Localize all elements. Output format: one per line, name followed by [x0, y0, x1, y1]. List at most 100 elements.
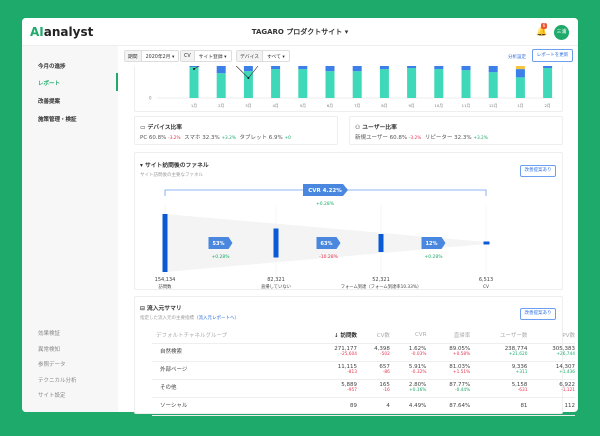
bar-segment-green[interactable]: [407, 68, 417, 98]
x-tick-label: 8月: [381, 103, 387, 108]
sidebar: 今月の進捗 レポート 改善提案 施策管理・検証 効果検証 異常検知 参照データ …: [22, 46, 118, 412]
logo[interactable]: AIanalyst: [30, 25, 94, 39]
sidebar-item-progress[interactable]: 今月の進捗: [38, 64, 66, 70]
cv-select[interactable]: CV サイト登録 ▾: [180, 50, 232, 62]
conversion-rate-delta: +0.28%: [211, 254, 230, 260]
table-row[interactable]: 外部ページ 11,115 -813 657 -86 5.91% -0.32% 81.03% +1…: [152, 361, 575, 380]
funnel-step-label: 訪問数: [159, 283, 173, 290]
bar-segment-green[interactable]: [271, 69, 281, 98]
bar-segment-blue[interactable]: [189, 66, 199, 68]
trend-point: [247, 77, 250, 79]
funnel-proposal-button[interactable]: 改善提案あり: [520, 165, 556, 177]
update-report-button[interactable]: レポートを更新: [532, 49, 573, 62]
sidebar-item-report[interactable]: レポート: [38, 81, 61, 87]
bar-segment-green[interactable]: [298, 69, 308, 98]
y-tick-label: 0: [149, 96, 152, 101]
metric-cell: 165 -16: [357, 379, 390, 398]
funnel-step-label: 直帰していない: [261, 283, 291, 290]
bar-segment-green[interactable]: [543, 68, 553, 98]
bar-segment-green[interactable]: [216, 73, 226, 98]
bar-segment-blue[interactable]: [352, 66, 362, 72]
funnel-step-value: 82,321: [267, 277, 285, 283]
ratio-item: 新規ユーザー 60.8% -3.2%: [355, 135, 422, 141]
bar-segment-blue[interactable]: [271, 66, 281, 70]
bar-segment-green[interactable]: [325, 71, 335, 98]
device-select[interactable]: デバイス すべて ▾: [236, 50, 290, 62]
bar-segment-blue[interactable]: [461, 66, 471, 71]
bar-segment-blue[interactable]: [298, 66, 308, 70]
column-header[interactable]: ユーザー数: [470, 327, 528, 344]
funnel-step-bar[interactable]: [378, 234, 384, 252]
bar-segment-blue[interactable]: [379, 66, 389, 70]
x-tick-label: 2月: [218, 103, 224, 108]
bar-segment-blue[interactable]: [543, 66, 553, 69]
bar-segment-green[interactable]: [189, 67, 199, 98]
bar-segment-blue[interactable]: [434, 66, 444, 70]
metric-cell: 4: [357, 397, 390, 416]
conversion-rate-badge: [421, 237, 446, 249]
channel-name: その他: [152, 379, 309, 398]
column-header[interactable]: ↓ 訪問数: [308, 327, 357, 344]
channel-name: 自然検索: [152, 343, 309, 362]
bar-segment-blue[interactable]: [243, 66, 253, 72]
notification-badge: 6: [541, 23, 547, 29]
bar-segment-blue[interactable]: [407, 66, 417, 69]
table-row[interactable]: その他 5,889 -957 165 -16 2.80% +0.16% 87.77% -0.44…: [152, 379, 575, 398]
funnel-step-bar[interactable]: [162, 214, 168, 272]
toolbar: 期間 2020年2月 ▾ CV サイト登録 ▾ デバイス すべて ▾ 分析設定 レポー…: [118, 46, 578, 66]
column-header[interactable]: 直帰率: [426, 327, 471, 344]
summary-proposal-button[interactable]: 改善提案あり: [520, 308, 556, 320]
user-ratio-title: ⚇ ユーザー比率: [355, 125, 397, 131]
metric-cell: 87.64%: [426, 397, 471, 416]
sidebar-item-measures[interactable]: 施策管理・検証: [38, 117, 77, 123]
bar-segment-blue[interactable]: [325, 66, 335, 72]
avatar[interactable]: 三浦: [554, 25, 569, 40]
bar-segment-green[interactable]: [515, 77, 525, 98]
bar-segment-green[interactable]: [434, 69, 444, 98]
source-report-link[interactable]: （流入元レポートへ）: [194, 316, 239, 321]
table-row[interactable]: ソーシャル 89 4 4.49% 87.64% 81 112: [152, 397, 575, 416]
bar-segment-yellow[interactable]: [515, 66, 525, 70]
site-selector[interactable]: TAGARO プロダクトサイト ▾: [251, 28, 349, 36]
sidebar-item-proposals[interactable]: 改善提案: [38, 99, 61, 105]
cvr-delta: +0.28%: [316, 201, 335, 207]
column-header[interactable]: CVR: [389, 327, 427, 344]
column-header[interactable]: デフォルトチャネルグループ: [152, 327, 309, 344]
device-ratio-card: ▭ デバイス比率 PC 60.8% -3.2% スマホ 32.3% +3.2% …: [134, 116, 338, 145]
column-header[interactable]: PV数: [527, 327, 575, 344]
bar-segment-green[interactable]: [461, 70, 471, 98]
device-icon: ▭: [140, 125, 148, 131]
column-header[interactable]: CV数: [357, 327, 390, 344]
users-icon: ⚇: [355, 125, 363, 131]
bar-segment-green[interactable]: [243, 71, 253, 98]
bell-icon[interactable]: 🔔: [536, 27, 548, 37]
period-select[interactable]: 期間 2020年2月 ▾: [124, 50, 180, 62]
funnel-step-bar[interactable]: [273, 228, 279, 258]
sidebar-item-technical[interactable]: テクニカル分析: [38, 378, 77, 384]
metric-cell: 6,922 -1,121: [527, 379, 575, 398]
bar-segment-green[interactable]: [488, 72, 498, 98]
metric-cell: 89.05% +0.58%: [426, 343, 471, 362]
metric-cell: 2.80% +0.16%: [389, 379, 427, 398]
app-window: AIanalyst TAGARO プロダクトサイト ▾ 🔔 6 三浦 今月の進捗…: [22, 18, 578, 416]
table-row[interactable]: 自然検索 271,177 -25,604 4,398 -502 1.62% -0.03% 89…: [152, 343, 575, 362]
bar-segment-green[interactable]: [352, 71, 362, 98]
bar-segment-blue[interactable]: [515, 69, 525, 78]
conversion-rate: 12%: [426, 241, 438, 247]
bar-segment-green[interactable]: [379, 69, 389, 98]
metric-cell: 305,383 +26,744: [527, 343, 575, 362]
metric-cell: 271,177 -25,604: [308, 343, 357, 362]
channel-name: 外部ページ: [152, 361, 309, 380]
source-summary-card: ⊟ 流入元サマリ 指定した流入元の主要指標（流入元レポートへ） 改善提案あり デ…: [134, 296, 575, 416]
sidebar-item-effect[interactable]: 効果検証: [38, 331, 61, 337]
bar-segment-blue[interactable]: [488, 66, 498, 73]
sidebar-item-site-settings[interactable]: サイト設定: [38, 393, 66, 399]
bar-segment-blue[interactable]: [216, 66, 226, 74]
x-tick-label: 5月: [300, 103, 306, 108]
analysis-settings-link[interactable]: 分析設定: [508, 55, 526, 60]
x-tick-label: 4月: [272, 103, 278, 108]
sidebar-item-reference[interactable]: 参照データ: [38, 362, 66, 368]
funnel-step-bar[interactable]: [483, 241, 490, 245]
metric-cell: 4,398 -502: [357, 343, 390, 362]
sidebar-item-anomaly[interactable]: 異常検知: [38, 347, 61, 353]
